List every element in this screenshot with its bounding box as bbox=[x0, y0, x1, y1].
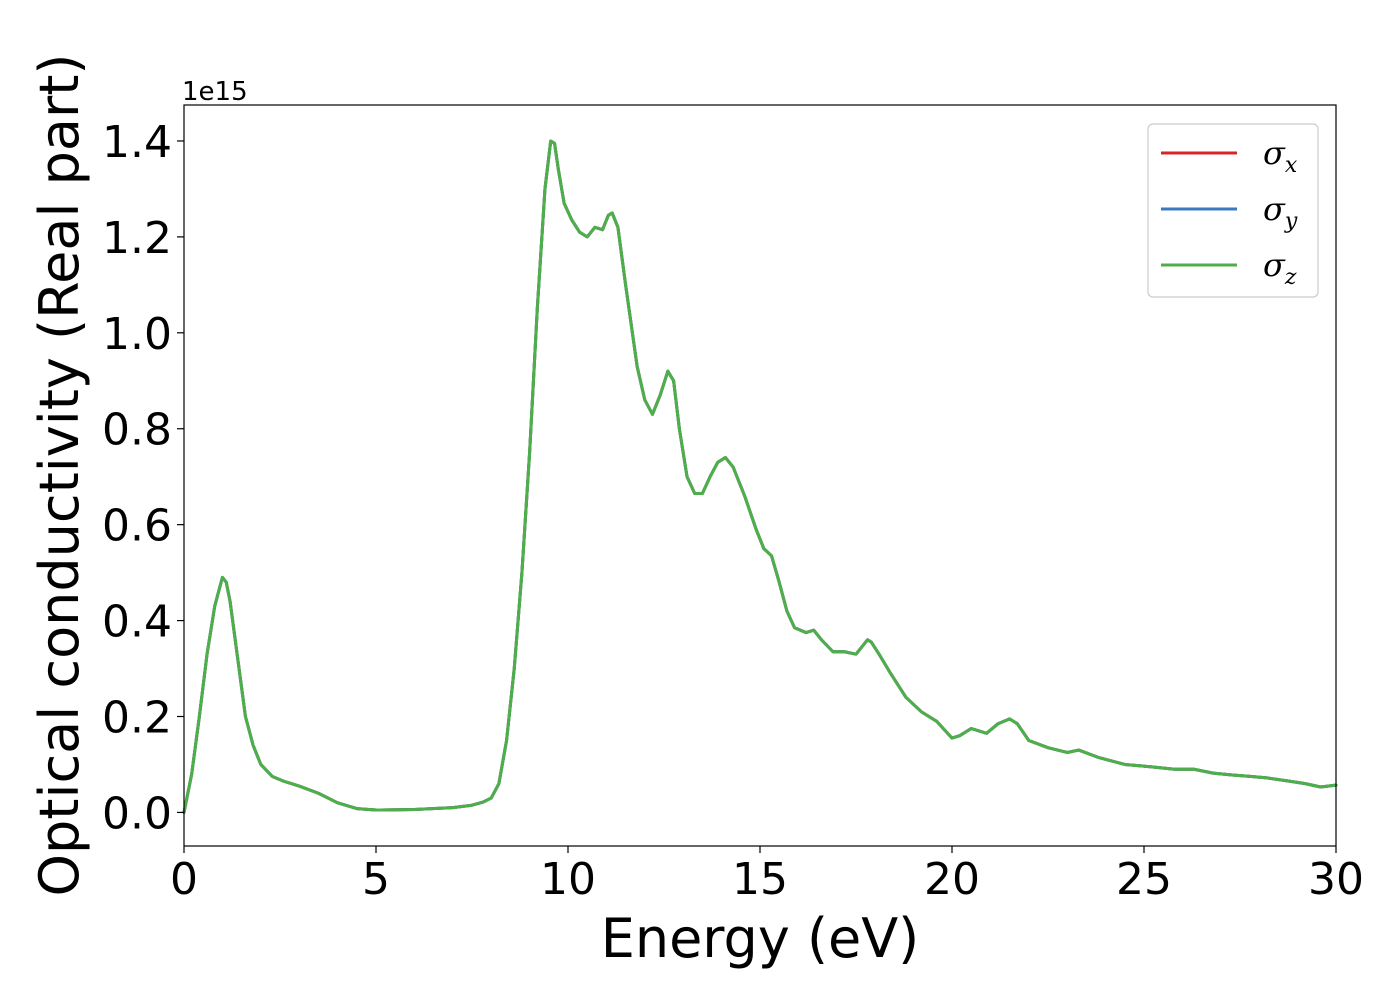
y-tick-label: 1.0 bbox=[102, 309, 172, 360]
x-tick-label: 5 bbox=[362, 854, 390, 905]
y-tick-label: 0.6 bbox=[102, 501, 172, 552]
x-tick-label: 10 bbox=[540, 854, 596, 905]
y-tick-label: 0.4 bbox=[102, 597, 172, 648]
y-axis-label: Optical conductivity (Real part) bbox=[28, 54, 91, 897]
series-line-sigma-z bbox=[182, 139, 1338, 814]
y-tick-label: 1.2 bbox=[102, 213, 172, 264]
x-axis-ticks: 0 5 10 15 20 25 30 bbox=[170, 846, 1364, 905]
plot-area bbox=[184, 105, 1336, 846]
y-tick-label: 0.8 bbox=[102, 405, 172, 456]
y-axis-ticks: 0.0 0.2 0.4 0.6 0.8 1.0 1.2 1.4 bbox=[102, 117, 184, 839]
x-tick-label: 0 bbox=[170, 854, 198, 905]
x-tick-label: 20 bbox=[924, 854, 980, 905]
y-tick-label: 0.0 bbox=[102, 788, 172, 839]
legend-entry-sigma-y: σy bbox=[1263, 190, 1298, 234]
series-lines bbox=[182, 139, 1338, 814]
x-tick-label: 30 bbox=[1308, 854, 1364, 905]
y-tick-label: 1.4 bbox=[102, 117, 172, 168]
x-tick-label: 25 bbox=[1116, 854, 1172, 905]
x-tick-label: 15 bbox=[732, 854, 788, 905]
x-axis-label: Energy (eV) bbox=[601, 907, 920, 970]
y-tick-label: 0.2 bbox=[102, 693, 172, 744]
y-offset-label: 1e15 bbox=[182, 77, 248, 107]
